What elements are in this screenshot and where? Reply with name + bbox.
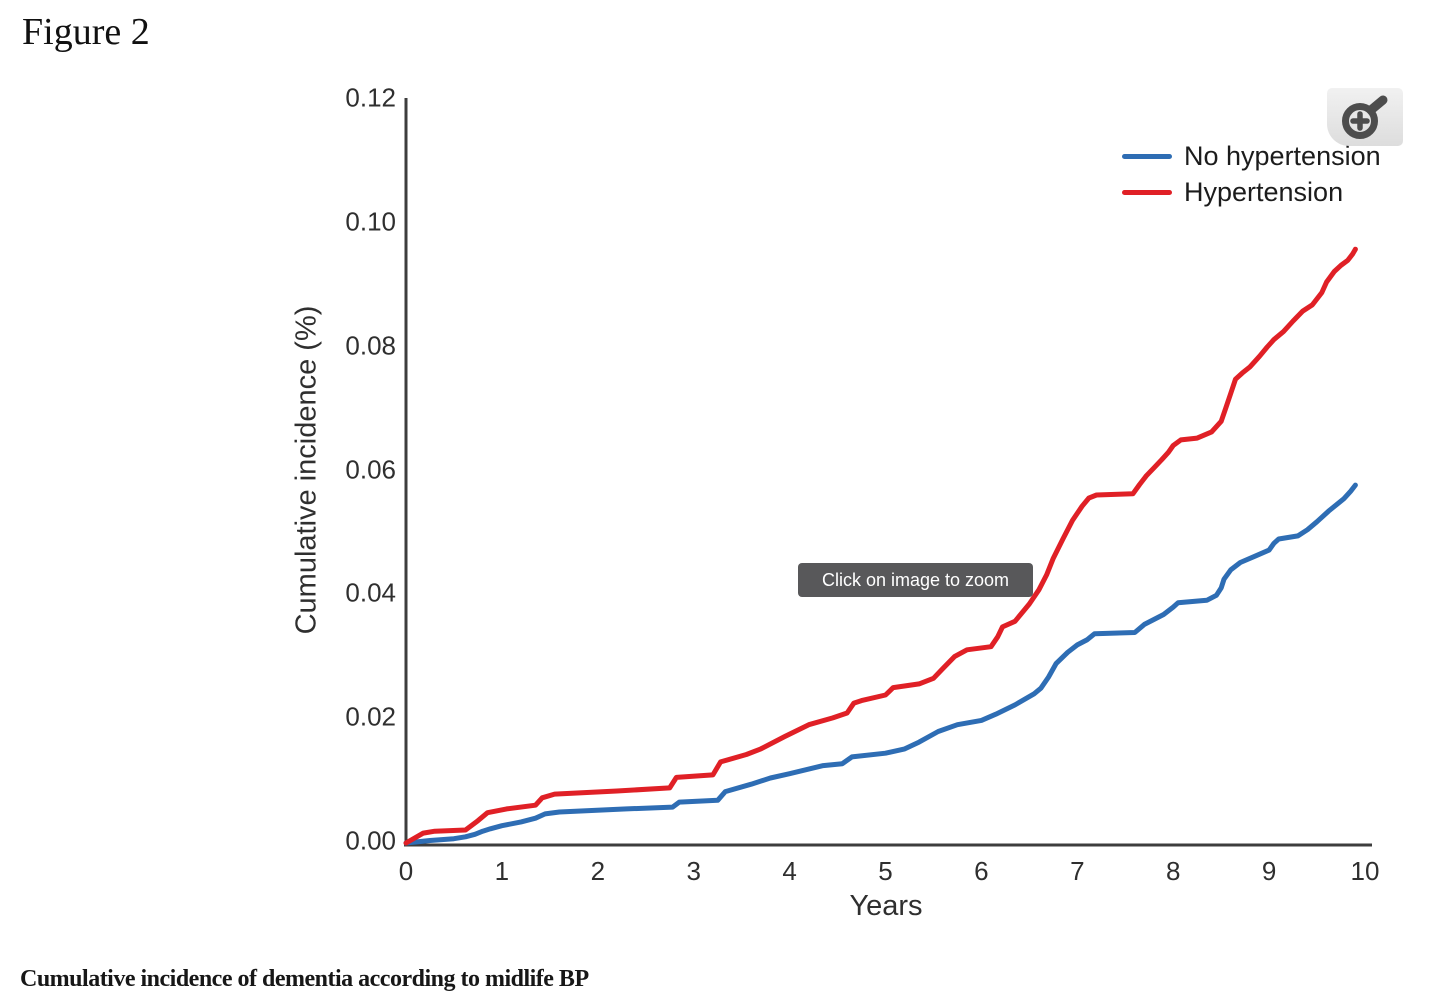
y-axis-title: Cumulative incidence (%) — [290, 305, 323, 635]
x-tick-label: 8 — [1165, 856, 1181, 886]
zoom-tooltip: Click on image to zoom — [798, 563, 1033, 597]
x-tick-label: 3 — [686, 856, 701, 886]
figure-caption: Cumulative incidence of dementia accordi… — [20, 966, 589, 992]
legend-label: Hypertension — [1184, 176, 1344, 207]
x-tick-label: 4 — [782, 856, 797, 886]
y-tick-label: 0.12 — [345, 82, 396, 113]
y-tick-label: 0.10 — [345, 206, 396, 237]
zoom-tooltip-text: Click on image to zoom — [821, 569, 1010, 590]
axes — [404, 98, 1372, 847]
x-tick-label: 10 — [1350, 856, 1380, 886]
magnifier-plus-icon — [1342, 95, 1388, 139]
x-tick-label: 9 — [1261, 856, 1277, 886]
y-tick-label: 0.04 — [345, 577, 396, 608]
series-lines — [403, 246, 1358, 846]
x-axis-title: Years — [849, 890, 923, 922]
legend-item-hypertension: Hypertension — [1122, 174, 1381, 210]
y-tick-label: 0.06 — [345, 454, 396, 484]
x-tick-label: 2 — [590, 856, 606, 886]
y-tick-label: 0.08 — [345, 330, 396, 361]
zoom-button[interactable] — [1327, 88, 1403, 146]
no-hypertension-line-swatch — [1122, 153, 1172, 159]
y-tick-label: 0.00 — [345, 825, 396, 856]
x-tick-label: 5 — [878, 856, 893, 886]
legend: No hypertension Hypertension — [1122, 138, 1381, 210]
x-tick-label: 0 — [398, 856, 414, 886]
x-tick-label: 6 — [974, 856, 989, 886]
figure-title: Figure 2 — [22, 11, 150, 53]
line-no-hypertension — [403, 482, 1358, 846]
x-tick-label: 1 — [494, 856, 510, 886]
y-tick-label: 0.02 — [345, 701, 396, 732]
hypertension-line-swatch — [1122, 189, 1172, 195]
line-hypertension — [403, 246, 1358, 846]
x-tick-label: 7 — [1070, 856, 1085, 886]
